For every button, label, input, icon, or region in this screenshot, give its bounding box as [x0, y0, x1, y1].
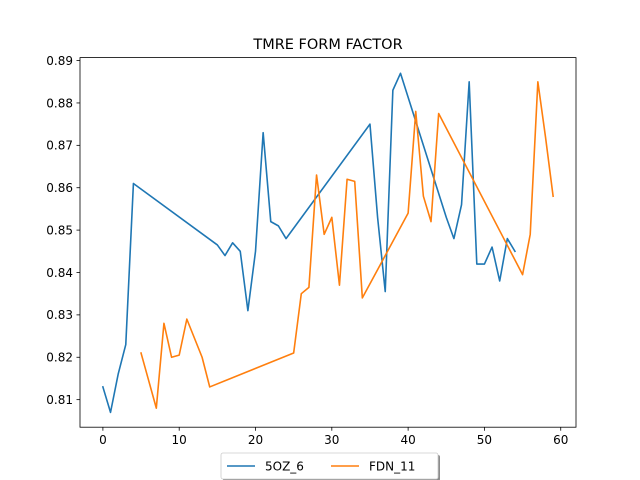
- axes-frame: [79, 57, 577, 428]
- y-tick-label: 0.89: [46, 54, 73, 68]
- legend-label-2: FDN_11: [369, 459, 415, 473]
- x-tick-label: 30: [324, 433, 339, 447]
- y-tick-label: 0.88: [46, 96, 73, 110]
- chart-title: TMRE FORM FACTOR: [252, 37, 402, 53]
- axes-layer: 0 10 20 30 40 50 60 0.81 0.82 0.83 0.84 0.85 0.86 0.8…: [46, 54, 577, 447]
- x-tick-label: 20: [248, 433, 263, 447]
- plot-area: [80, 57, 576, 428]
- x-tick-label: 60: [553, 433, 568, 447]
- y-tick-label: 0.83: [46, 308, 73, 322]
- y-tick-label: 0.82: [46, 351, 73, 365]
- x-tick-label: 0: [99, 433, 107, 447]
- y-tick-label: 0.86: [46, 181, 73, 195]
- x-tick-label: 40: [400, 433, 415, 447]
- series-line-2: [140, 80, 555, 409]
- y-tick-label: 0.84: [46, 266, 73, 280]
- legend: 5OZ_6 FDN_11: [220, 452, 440, 480]
- x-tick-label: 10: [172, 433, 187, 447]
- series-layer: [101, 72, 555, 414]
- legend-label-1: 5OZ_6: [265, 459, 304, 473]
- y-tick-label: 0.87: [46, 139, 73, 153]
- x-tick-label: 50: [477, 433, 492, 447]
- series-line-1: [101, 72, 517, 414]
- y-tick-label: 0.81: [46, 393, 73, 407]
- legend-box: [220, 452, 439, 480]
- y-tick-label: 0.85: [46, 223, 73, 237]
- plot-background: [80, 57, 576, 428]
